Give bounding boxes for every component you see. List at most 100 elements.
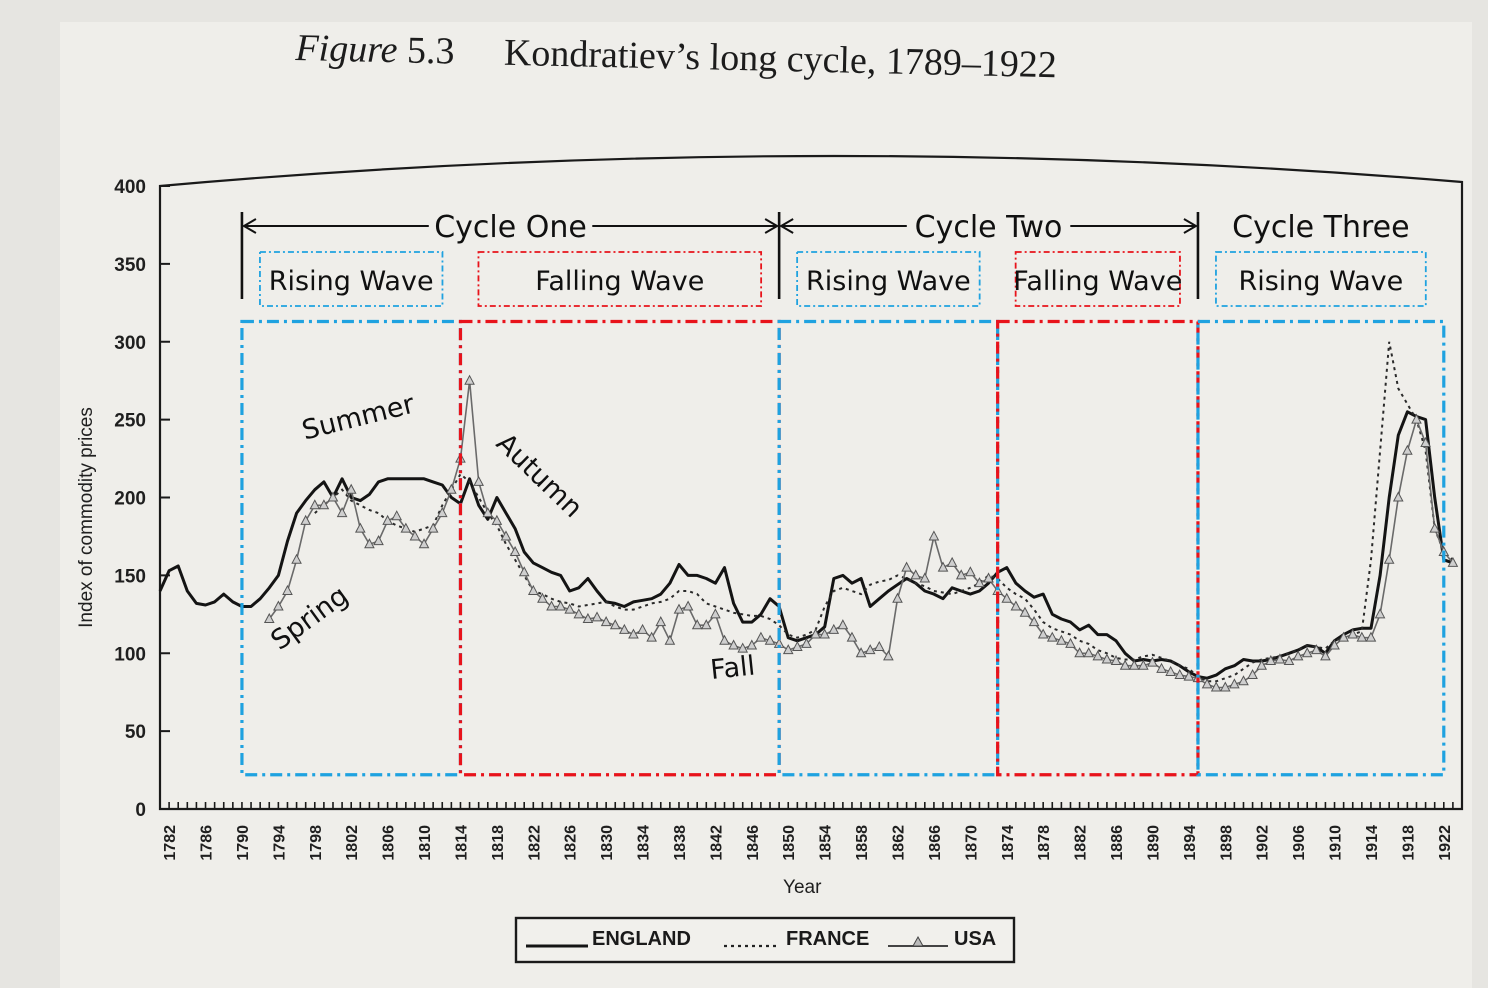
- series-marker-usa: [1001, 592, 1013, 603]
- series-marker-usa: [1383, 553, 1395, 564]
- series-marker-usa: [1183, 670, 1195, 681]
- series-marker-usa: [1320, 650, 1331, 661]
- series-marker-usa: [464, 374, 475, 385]
- series-marker-usa: [919, 572, 931, 583]
- x-tick-label: 1802: [344, 825, 361, 861]
- y-tick-label: 0: [135, 800, 146, 821]
- series-marker-usa: [1137, 659, 1149, 670]
- x-tick-label: 1846: [745, 825, 762, 861]
- legend-box: [514, 916, 1016, 964]
- series-marker-usa: [974, 577, 985, 588]
- x-tick-label: 1850: [781, 825, 798, 861]
- series-marker-usa: [983, 572, 994, 583]
- cycle-label-2: Cycle Two: [915, 210, 1063, 245]
- series-marker-usa: [1292, 650, 1304, 661]
- y-axis-title: Index of commodity prices: [76, 407, 97, 628]
- wave-label-2: Falling Wave: [535, 266, 704, 297]
- series-marker-usa: [1429, 522, 1441, 533]
- series-marker-usa: [782, 644, 794, 655]
- series-marker-usa: [1256, 659, 1268, 670]
- cycle-arrowhead-left-1: [241, 218, 257, 234]
- series-marker-usa: [864, 644, 876, 655]
- series-marker-usa: [591, 611, 603, 622]
- series-marker-usa: [1165, 665, 1176, 676]
- series-marker-usa: [473, 475, 485, 486]
- x-tick-label: 1798: [308, 825, 325, 861]
- x-tick-label: 1906: [1291, 825, 1308, 861]
- series-marker-usa: [564, 603, 576, 614]
- x-tick-label: 1838: [672, 825, 689, 861]
- y-tick-label: 200: [114, 489, 146, 510]
- series-marker-usa: [273, 600, 284, 611]
- series-marker-usa: [391, 510, 403, 521]
- series-marker-usa: [263, 612, 275, 623]
- legend-label-france: FRANCE: [786, 928, 869, 950]
- series-marker-usa: [555, 600, 566, 611]
- series-marker-usa: [1402, 444, 1413, 455]
- x-tick-label: 1894: [1182, 825, 1199, 861]
- x-tick-label: 1914: [1364, 825, 1381, 861]
- series-marker-usa: [1374, 608, 1386, 619]
- series-marker-usa: [436, 507, 448, 518]
- series-marker-usa: [336, 507, 348, 518]
- x-tick-label: 1862: [890, 825, 907, 861]
- series-marker-usa: [719, 634, 730, 645]
- series-marker-usa: [710, 608, 721, 619]
- wave-label-box-2: [477, 251, 763, 307]
- y-tick-label: 50: [125, 722, 146, 743]
- series-marker-usa: [546, 600, 557, 611]
- legend: ENGLAND FRANCE USA: [514, 916, 1016, 964]
- x-tick-label: 1794: [271, 825, 288, 861]
- legend-label-usa: USA: [954, 928, 996, 950]
- series-marker-usa: [1019, 606, 1031, 617]
- x-tick-label: 1918: [1400, 825, 1417, 861]
- season-label-spring: Spring: [265, 580, 354, 656]
- series-marker-usa: [901, 561, 912, 572]
- cycle-arrowhead-right-2: [1183, 218, 1198, 234]
- x-axis-title: Year: [783, 877, 822, 898]
- x-tick-label: 1818: [490, 825, 507, 861]
- series-marker-usa: [1056, 634, 1067, 645]
- y-tick-label: 100: [114, 644, 146, 665]
- x-tick-label: 1922: [1437, 825, 1454, 861]
- series-line-england: [158, 410, 1454, 680]
- x-tick-label: 1782: [162, 825, 179, 861]
- series-marker-usa: [446, 483, 457, 494]
- season-label-fall: Fall: [709, 650, 757, 685]
- series-marker-usa: [1110, 654, 1122, 666]
- wave-label-5: Rising Wave: [1238, 266, 1403, 297]
- series-marker-usa: [619, 623, 630, 634]
- y-tick-label: 350: [114, 255, 146, 276]
- y-tick-label: 150: [114, 566, 146, 587]
- series-marker-usa: [491, 514, 503, 525]
- series-marker-usa: [537, 592, 548, 603]
- series-marker-usa: [400, 522, 412, 533]
- series-marker-usa: [354, 522, 366, 533]
- series-marker-usa: [1329, 639, 1340, 650]
- series-marker-usa: [628, 628, 639, 639]
- series-marker-usa: [664, 634, 676, 645]
- series-marker-usa: [655, 616, 667, 627]
- series-marker-usa: [518, 566, 530, 577]
- series-marker-usa: [646, 631, 657, 642]
- legend-label-england: ENGLAND: [592, 928, 691, 950]
- series-marker-usa: [1447, 556, 1459, 567]
- x-tick-label: 1786: [199, 825, 216, 861]
- series-marker-usa: [327, 491, 339, 502]
- wave-label-1: Rising Wave: [269, 266, 434, 297]
- x-tick-label: 1826: [563, 825, 580, 861]
- series-marker-usa: [637, 623, 648, 634]
- x-tick-label: 1822: [526, 825, 543, 861]
- series-marker-usa: [1210, 681, 1222, 692]
- series-marker-usa: [1156, 662, 1167, 673]
- series-marker-usa: [1301, 647, 1313, 658]
- series-marker-usa: [418, 538, 430, 549]
- series-line-usa: [268, 380, 1454, 689]
- series-marker-usa: [955, 569, 967, 580]
- series-marker-usa: [1065, 637, 1076, 648]
- series-marker-usa: [828, 623, 840, 634]
- series-marker-usa: [1074, 647, 1085, 658]
- series-marker-usa: [373, 535, 384, 546]
- series-marker-usa: [509, 545, 521, 557]
